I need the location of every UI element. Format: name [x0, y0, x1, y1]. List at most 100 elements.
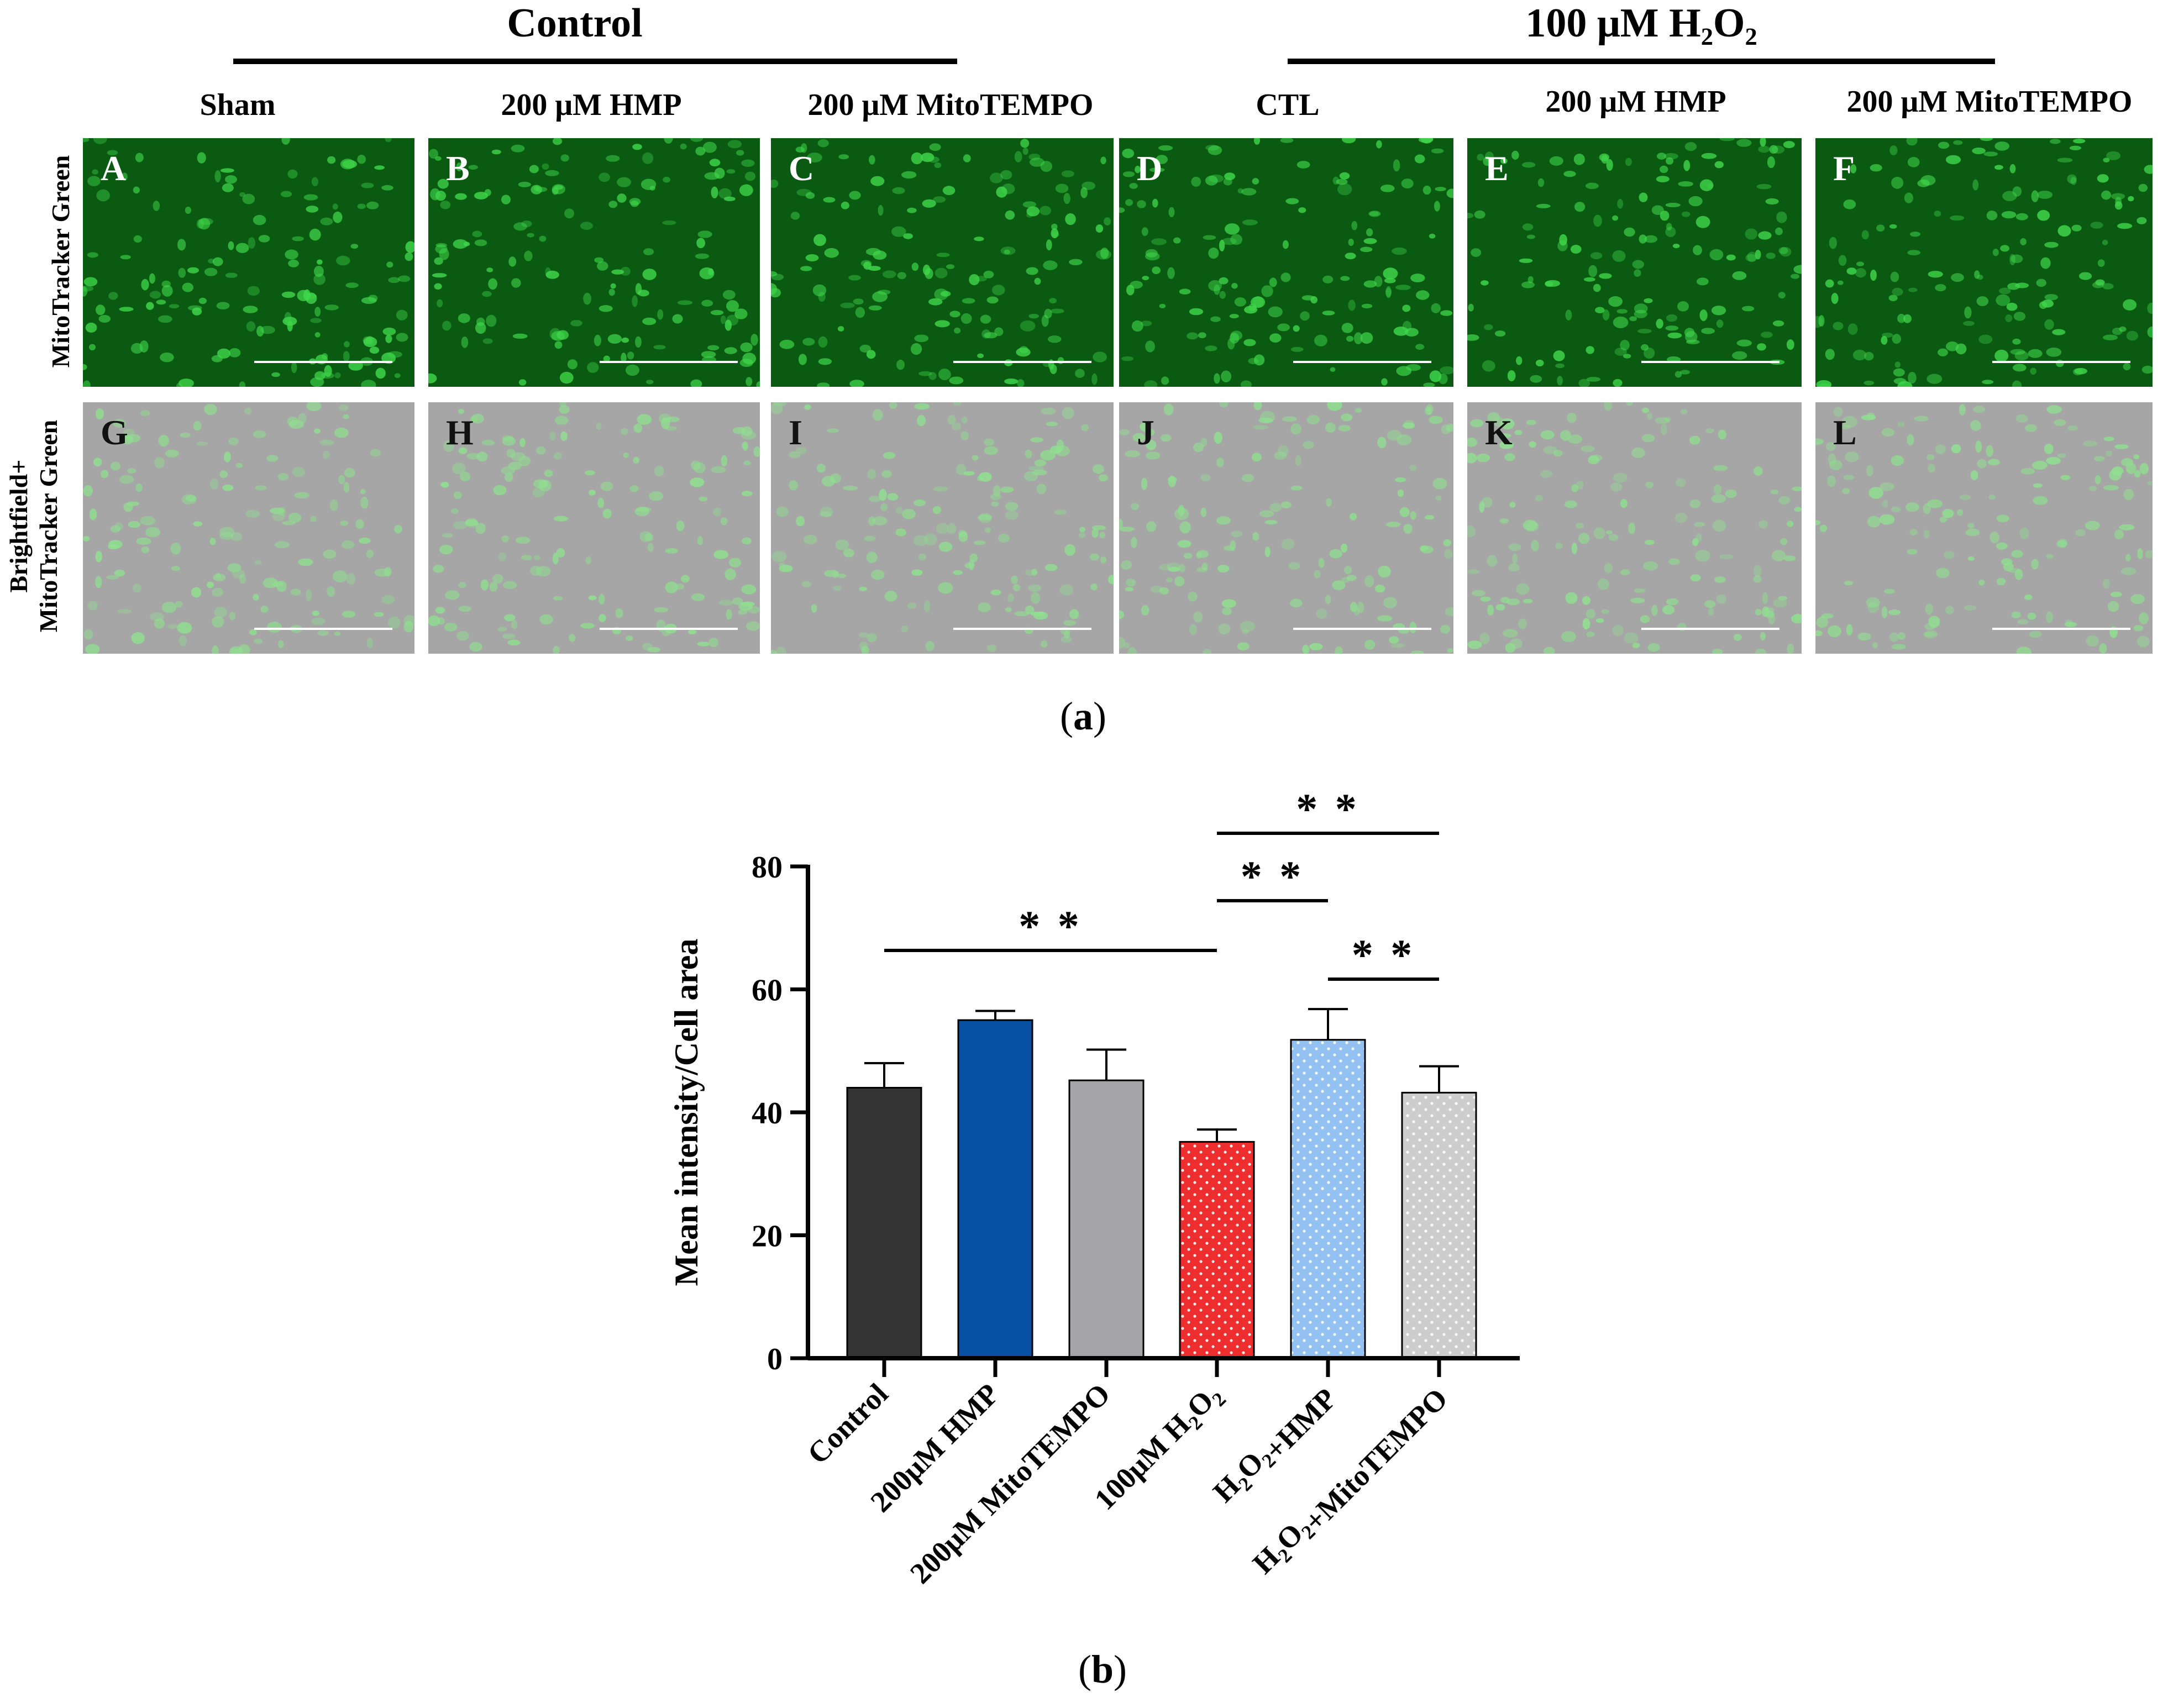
cell-mark — [603, 355, 610, 362]
cell-mark — [458, 582, 466, 588]
cell-mark — [2105, 450, 2113, 457]
cell-mark — [1343, 566, 1352, 574]
cell-mark — [153, 201, 160, 211]
cell-mark — [513, 222, 527, 231]
cell-mark — [502, 436, 516, 446]
cell-mark — [637, 414, 652, 425]
panel-letter: A — [101, 149, 127, 188]
cell-mark — [2020, 238, 2027, 245]
cell-mark — [511, 278, 521, 288]
cell-mark — [2032, 460, 2048, 470]
cell-mark — [1415, 344, 1425, 350]
cell-mark — [695, 146, 706, 156]
cell-mark — [1337, 183, 1352, 196]
cell-mark — [167, 624, 177, 629]
cell-mark — [1595, 618, 1604, 623]
cell-mark — [741, 584, 757, 595]
cell-mark — [1124, 642, 1130, 649]
x-tick-label-2: 200μM MitoTEMPO — [904, 1377, 1116, 1590]
cell-mark — [1397, 489, 1404, 497]
cell-mark — [1770, 489, 1778, 495]
panel-letter: K — [1485, 413, 1513, 452]
cell-mark — [725, 568, 736, 581]
cell-mark — [198, 218, 211, 230]
cell-mark — [1384, 278, 1396, 283]
cell-mark — [342, 611, 356, 618]
cell-mark — [849, 380, 864, 387]
cell-mark — [2106, 151, 2121, 160]
cell-mark — [1512, 553, 1518, 564]
cell-mark — [1361, 303, 1373, 309]
cell-mark — [1634, 269, 1641, 277]
cell-mark — [1986, 211, 1998, 220]
cell-mark — [1778, 496, 1791, 504]
cell-mark — [2094, 456, 2105, 461]
cell-mark — [1219, 239, 1225, 251]
cell-mark — [771, 271, 778, 277]
cell-mark — [859, 344, 872, 353]
cell-mark — [811, 604, 817, 613]
cell-mark — [1679, 370, 1690, 375]
cell-mark — [1571, 543, 1578, 554]
cell-mark — [922, 199, 936, 208]
cell-mark — [2027, 612, 2036, 620]
cell-mark — [1100, 248, 1109, 259]
cell-mark — [1688, 196, 1703, 207]
cell-mark — [1620, 569, 1630, 576]
cell-mark — [545, 170, 559, 176]
cell-mark — [861, 646, 869, 654]
brightfield-panel-i: I — [771, 402, 1114, 654]
cell-mark — [657, 309, 664, 320]
cell-mark — [1553, 450, 1563, 457]
cell-mark — [1205, 175, 1218, 186]
cell-mark — [1403, 422, 1415, 429]
cell-mark — [361, 182, 374, 188]
cell-mark — [343, 351, 350, 362]
cell-mark — [1516, 583, 1530, 595]
cell-mark — [210, 478, 219, 490]
cell-mark — [1203, 649, 1212, 654]
cell-mark — [1693, 522, 1705, 527]
cell-mark — [1829, 460, 1842, 470]
cell-mark — [923, 600, 931, 613]
caption-b-open: ( — [1078, 1647, 1091, 1691]
cell-mark — [244, 408, 252, 414]
cell-mark — [1031, 592, 1040, 604]
micrograph-image — [428, 402, 760, 654]
cell-mark — [1381, 378, 1388, 386]
cell-mark — [481, 440, 495, 446]
cell-mark — [633, 456, 639, 464]
cell-mark — [1264, 546, 1271, 558]
row-label-brightfield-line2: MitoTracker Green — [34, 419, 62, 633]
cell-mark — [556, 548, 565, 558]
cell-mark — [617, 193, 627, 203]
cell-mark — [1917, 179, 1930, 187]
cell-mark — [1339, 172, 1350, 180]
cell-mark — [1028, 313, 1039, 319]
cell-mark — [1644, 235, 1658, 243]
cell-mark — [1883, 588, 1895, 594]
cell-mark — [1839, 424, 1851, 429]
cell-mark — [1288, 562, 1300, 570]
cell-mark — [2130, 594, 2145, 605]
cell-mark — [1302, 644, 1310, 654]
cell-mark — [553, 452, 563, 460]
cell-mark — [1364, 639, 1376, 650]
cell-mark — [1383, 267, 1398, 280]
cell-mark — [1644, 298, 1653, 303]
cell-mark — [287, 417, 298, 426]
cell-mark — [911, 152, 923, 165]
cell-mark — [1326, 498, 1332, 507]
cell-mark — [1866, 597, 1880, 608]
cell-mark — [1230, 333, 1240, 344]
cell-mark — [83, 364, 87, 370]
cell-mark — [699, 267, 715, 280]
cell-mark — [344, 341, 350, 348]
cell-mark — [119, 475, 134, 484]
cell-mark — [1996, 542, 2008, 550]
cell-mark — [1950, 215, 1965, 221]
cell-mark — [204, 403, 217, 416]
cell-mark — [1530, 375, 1542, 383]
cell-mark — [1041, 640, 1048, 648]
cell-mark — [1152, 198, 1158, 208]
